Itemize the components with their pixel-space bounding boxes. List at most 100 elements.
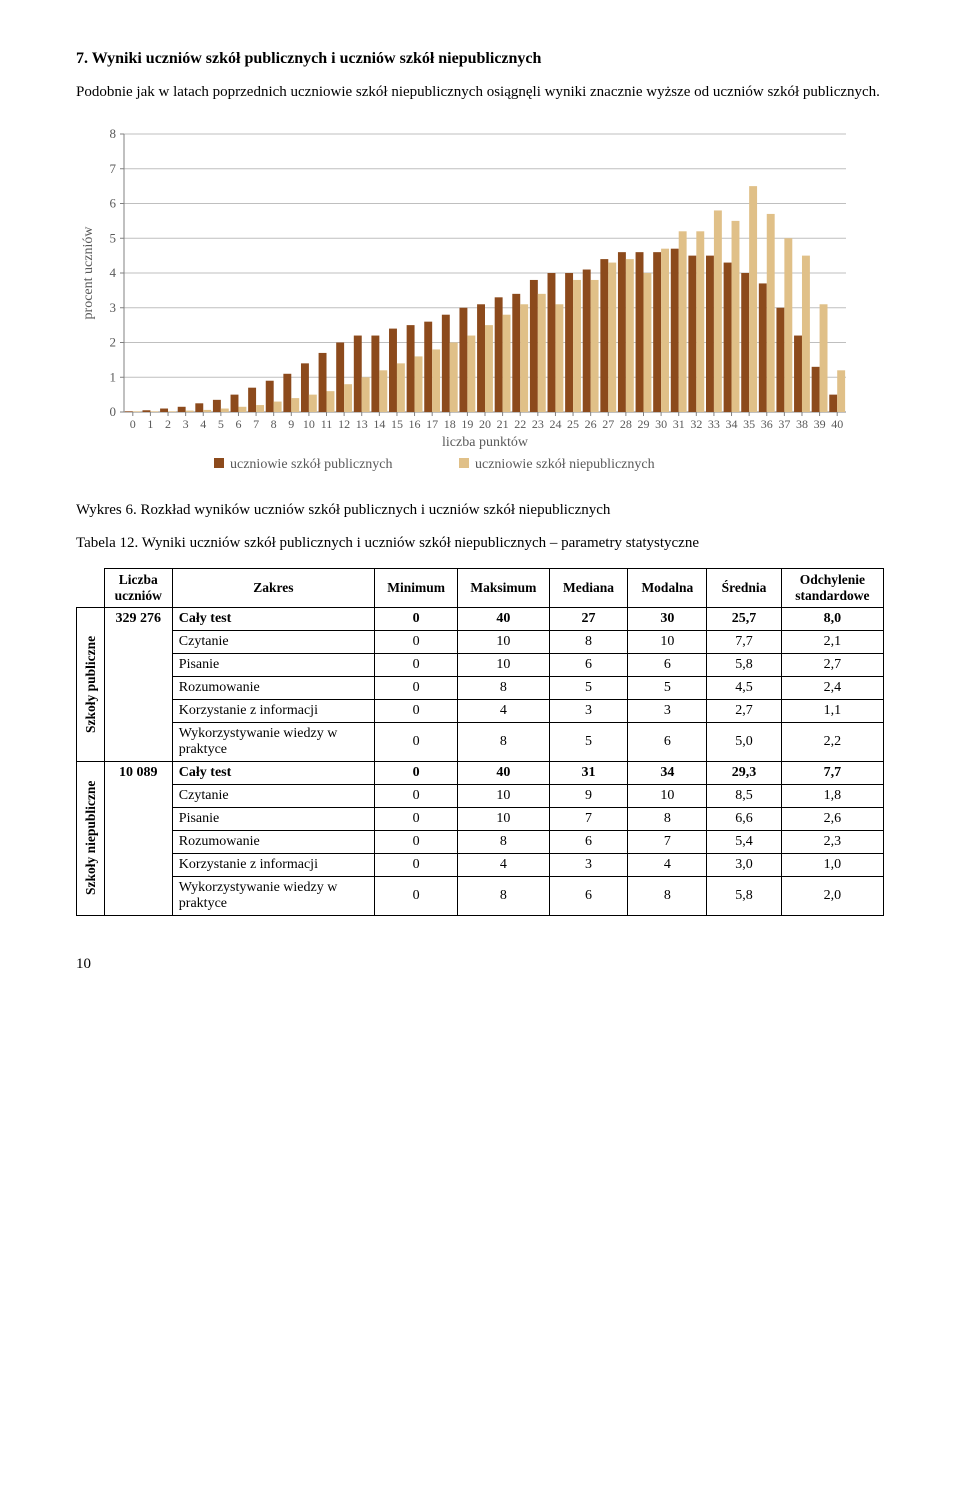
value-cell: 31 [549, 761, 628, 784]
svg-text:38: 38 [796, 417, 808, 431]
svg-text:25: 25 [567, 417, 579, 431]
svg-text:27: 27 [602, 417, 614, 431]
value-cell: 40 [458, 607, 550, 630]
table-row: Wykorzystywanie wiedzy w praktyce08565,0… [77, 722, 884, 761]
svg-text:11: 11 [321, 417, 333, 431]
value-cell: 7 [628, 830, 707, 853]
table-header-cell: Modalna [628, 568, 707, 607]
table-row: Pisanie010665,82,7 [77, 653, 884, 676]
svg-text:4: 4 [200, 417, 206, 431]
svg-text:16: 16 [409, 417, 421, 431]
table-row: Czytanie0108107,72,1 [77, 630, 884, 653]
svg-text:2: 2 [110, 334, 117, 349]
svg-text:13: 13 [356, 417, 368, 431]
svg-text:26: 26 [585, 417, 597, 431]
group-side-label: Szkoły publiczne [77, 607, 105, 761]
value-cell: 5,8 [707, 653, 782, 676]
value-cell: 1,0 [781, 853, 883, 876]
value-cell: 0 [375, 630, 458, 653]
svg-text:14: 14 [373, 417, 385, 431]
value-cell: 8 [628, 807, 707, 830]
value-cell: 8 [458, 830, 550, 853]
value-cell: 6 [549, 876, 628, 915]
row-label-cell: Korzystanie z informacji [172, 853, 374, 876]
svg-text:8: 8 [110, 126, 117, 141]
value-cell: 30 [628, 607, 707, 630]
svg-text:3: 3 [110, 300, 117, 315]
value-cell: 3 [549, 699, 628, 722]
group-count: 329 276 [104, 607, 172, 761]
value-cell: 8 [458, 676, 550, 699]
row-label-cell: Czytanie [172, 784, 374, 807]
value-cell: 0 [375, 830, 458, 853]
table-header: Liczba uczniówZakresMinimumMaksimumMedia… [77, 568, 884, 607]
body-text: Podobnie jak w latach poprzednich ucznio… [76, 82, 884, 104]
svg-text:39: 39 [814, 417, 826, 431]
value-cell: 2,7 [781, 653, 883, 676]
table-header-row: Liczba uczniówZakresMinimumMaksimumMedia… [77, 568, 884, 607]
value-cell: 8 [628, 876, 707, 915]
value-cell: 2,7 [707, 699, 782, 722]
svg-text:19: 19 [461, 417, 473, 431]
value-cell: 2,2 [781, 722, 883, 761]
value-cell: 10 [628, 784, 707, 807]
value-cell: 10 [458, 653, 550, 676]
value-cell: 27 [549, 607, 628, 630]
row-label-cell: Rozumowanie [172, 676, 374, 699]
value-cell: 8 [458, 722, 550, 761]
svg-text:12: 12 [338, 417, 350, 431]
svg-text:5: 5 [110, 230, 117, 245]
value-cell: 2,1 [781, 630, 883, 653]
table-caption: Tabela 12. Wyniki uczniów szkół publiczn… [76, 535, 884, 552]
bar-chart: 0123456780123456789101112131415161718192… [76, 122, 884, 482]
table-row: Wykorzystywanie wiedzy w praktyce08685,8… [77, 876, 884, 915]
svg-text:8: 8 [271, 417, 277, 431]
table-row: Szkoły publiczne329 276Cały test04027302… [77, 607, 884, 630]
value-cell: 0 [375, 876, 458, 915]
value-cell: 34 [628, 761, 707, 784]
value-cell: 6 [628, 722, 707, 761]
row-label-cell: Pisanie [172, 807, 374, 830]
svg-text:37: 37 [778, 417, 790, 431]
svg-text:5: 5 [218, 417, 224, 431]
svg-text:29: 29 [637, 417, 649, 431]
table-row: Rozumowanie08675,42,3 [77, 830, 884, 853]
svg-text:10: 10 [303, 417, 315, 431]
row-label-cell: Wykorzystywanie wiedzy w praktyce [172, 876, 374, 915]
svg-text:4: 4 [110, 265, 117, 280]
value-cell: 0 [375, 699, 458, 722]
value-cell: 29,3 [707, 761, 782, 784]
value-cell: 6 [549, 830, 628, 853]
svg-text:procent uczniów: procent uczniów [81, 225, 96, 319]
value-cell: 6 [628, 653, 707, 676]
table-row: Korzystanie z informacji04343,01,0 [77, 853, 884, 876]
svg-text:18: 18 [444, 417, 456, 431]
svg-text:uczniowie szkół niepublicznych: uczniowie szkół niepublicznych [475, 457, 655, 472]
svg-text:9: 9 [288, 417, 294, 431]
value-cell: 4,5 [707, 676, 782, 699]
value-cell: 2,6 [781, 807, 883, 830]
table-header-cell: Mediana [549, 568, 628, 607]
value-cell: 2,4 [781, 676, 883, 699]
row-label-cell: Rozumowanie [172, 830, 374, 853]
value-cell: 6,6 [707, 807, 782, 830]
value-cell: 10 [458, 630, 550, 653]
value-cell: 25,7 [707, 607, 782, 630]
svg-text:28: 28 [620, 417, 632, 431]
table-header-cell: Odchylenie standardowe [781, 568, 883, 607]
row-label-cell: Cały test [172, 761, 374, 784]
svg-text:3: 3 [183, 417, 189, 431]
svg-text:1: 1 [110, 369, 117, 384]
svg-text:35: 35 [743, 417, 755, 431]
value-cell: 0 [375, 653, 458, 676]
row-label-cell: Wykorzystywanie wiedzy w praktyce [172, 722, 374, 761]
value-cell: 5 [628, 676, 707, 699]
value-cell: 9 [549, 784, 628, 807]
value-cell: 8,5 [707, 784, 782, 807]
svg-text:34: 34 [726, 417, 738, 431]
table-row: Rozumowanie08554,52,4 [77, 676, 884, 699]
value-cell: 0 [375, 807, 458, 830]
svg-text:1: 1 [147, 417, 153, 431]
value-cell: 0 [375, 761, 458, 784]
row-label-cell: Cały test [172, 607, 374, 630]
